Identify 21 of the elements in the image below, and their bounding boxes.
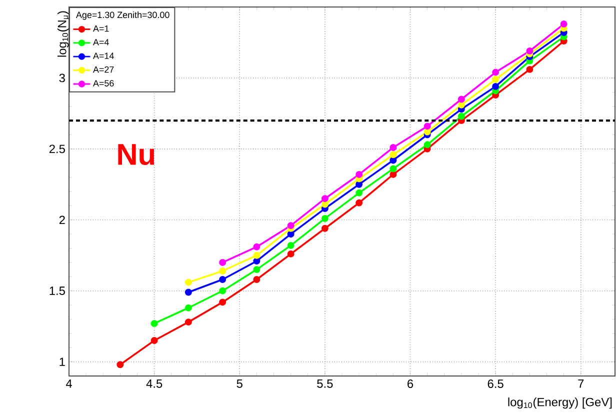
legend-label: A=1 (93, 25, 109, 32)
y-axis-title: log$_{10}$(N$_{μ}$) (58, 11, 70, 57)
x-tick-label: 7 (578, 380, 584, 388)
legend-title: Age=1.30 Zenith=30.00 (76, 11, 170, 20)
x-tick-label: 4 (66, 380, 72, 388)
legend-label: A=14 (93, 52, 114, 59)
legend-label: A=4 (93, 39, 109, 46)
y-tick-label: 2.5 (49, 144, 65, 154)
x-tick-label: 4.5 (146, 380, 162, 388)
y-tick-label: 3 (59, 74, 65, 82)
y-tick-label: 1.5 (50, 286, 65, 296)
annotation: Nu (118, 144, 154, 166)
legend-label: A=56 (93, 80, 114, 86)
x-tick-label: 6.5 (488, 380, 504, 388)
x-axis-title: log$_{10}$(Energy) [GeV] (508, 398, 612, 409)
y-tick-label: 2 (59, 216, 65, 224)
legend-label: A=27 (93, 66, 114, 73)
x-tick-label: 5 (236, 380, 242, 388)
x-tick-label: 5.5 (317, 380, 333, 388)
y-tick-label: 1 (60, 358, 65, 366)
x-tick-label: 6 (408, 380, 414, 388)
